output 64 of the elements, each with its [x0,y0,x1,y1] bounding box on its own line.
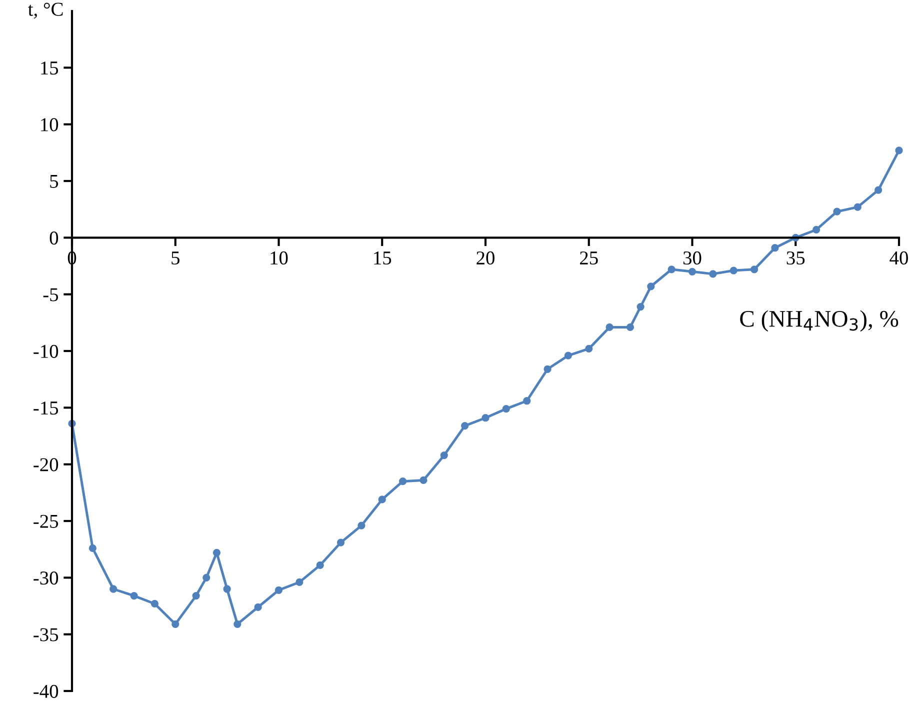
point [833,208,841,216]
point [88,544,96,552]
point [378,496,386,504]
y-tick-label: -40 [34,684,58,698]
point [874,186,882,194]
point [854,203,862,211]
point [254,603,262,611]
point [709,270,717,278]
point [626,323,634,332]
point [812,226,820,234]
point [336,538,345,546]
point [316,561,324,570]
x-tick-label: 15 [374,252,392,265]
point [523,397,531,405]
point [110,585,118,593]
x-tick-label: 10 [270,251,288,265]
y-tick-label: -30 [34,571,58,585]
point [750,266,758,274]
y-tick-label: -25 [34,514,58,528]
point [192,592,200,600]
point [274,586,283,594]
point [668,266,676,274]
y-tick-label: 10 [41,118,58,132]
point [564,352,572,360]
point [296,578,304,586]
point [358,522,366,530]
point [771,244,779,252]
point [585,344,593,353]
point [420,476,428,484]
point [223,585,231,593]
point [234,620,242,628]
point [398,478,407,486]
x-tick-label: 25 [580,251,598,265]
y-tick-label: -10 [34,344,58,358]
point [647,282,655,290]
point [172,620,180,628]
y-tick-label: 15 [41,62,58,75]
point [636,302,644,311]
x-tick-label: 35 [786,251,805,265]
x-tick-label: 20 [476,251,494,265]
point [202,574,210,582]
point [461,422,469,430]
y-tick-label: 0 [50,231,58,245]
point [730,266,738,274]
x-tick-label: 30 [683,251,702,265]
x-axis-title: C (NH$_{4}$NO$_{3}$), % [740,310,898,332]
point [482,414,490,422]
point [130,592,138,600]
point [688,268,696,276]
y-tick-label: -20 [34,458,58,472]
y-tick-label: 5 [50,175,58,188]
point [440,451,448,460]
point [150,600,159,608]
y-axis-title: t, °C [28,2,63,19]
y-tick-label: -5 [43,288,58,302]
point [212,548,221,557]
x-tick-label: 40 [890,251,908,265]
point [544,365,552,373]
x-tick-label: 5 [172,252,180,265]
point [502,404,510,413]
point [606,323,614,332]
y-tick-label: -15 [34,402,58,415]
point [895,146,903,154]
y-tick-label: -35 [34,628,58,642]
